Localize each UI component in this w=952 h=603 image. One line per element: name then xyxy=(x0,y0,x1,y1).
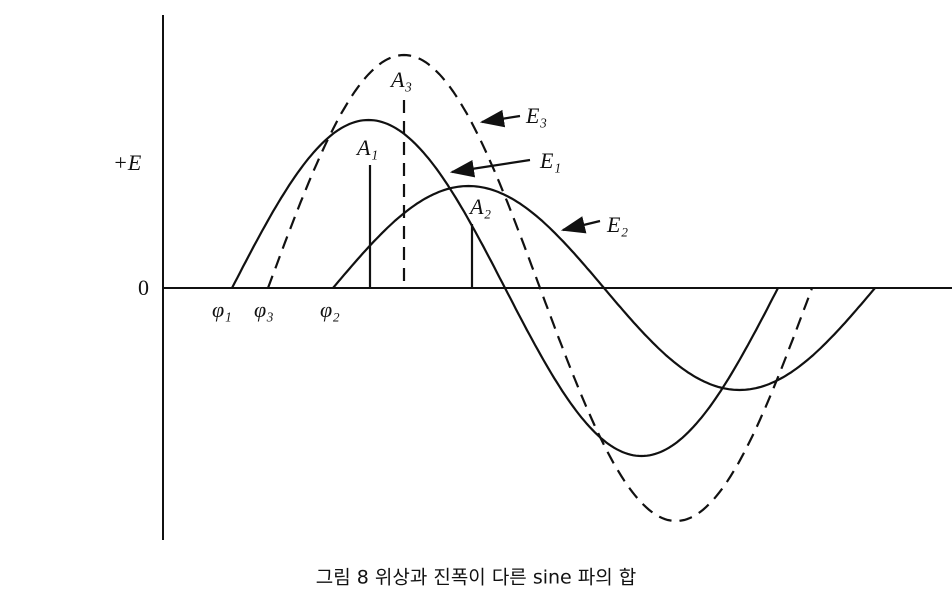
origin-label: 0 xyxy=(138,275,149,300)
wave-label: E₃ xyxy=(525,103,547,128)
wave-e1 xyxy=(231,118,779,458)
phase-label: φ₁ xyxy=(212,297,232,322)
phase-label: φ₃ xyxy=(254,297,274,322)
arrow-e3 xyxy=(479,109,521,128)
wave-e3 xyxy=(266,53,814,523)
wave-label: E₁ xyxy=(539,148,561,173)
wave-e2 xyxy=(332,184,876,392)
wave-label: E₂ xyxy=(606,212,628,237)
phase-label: φ₂ xyxy=(320,297,340,322)
peak-label: A₃ xyxy=(389,67,412,92)
caption: 그림 8 위상과 진폭이 다른 sine 파의 합 xyxy=(316,567,637,589)
peak-label: A₂ xyxy=(468,194,491,219)
peak-label: A₁ xyxy=(355,135,378,160)
arrow-e1 xyxy=(449,158,531,178)
axis-label: +E xyxy=(113,150,142,175)
arrow-e2 xyxy=(560,216,601,234)
curves xyxy=(231,53,876,523)
